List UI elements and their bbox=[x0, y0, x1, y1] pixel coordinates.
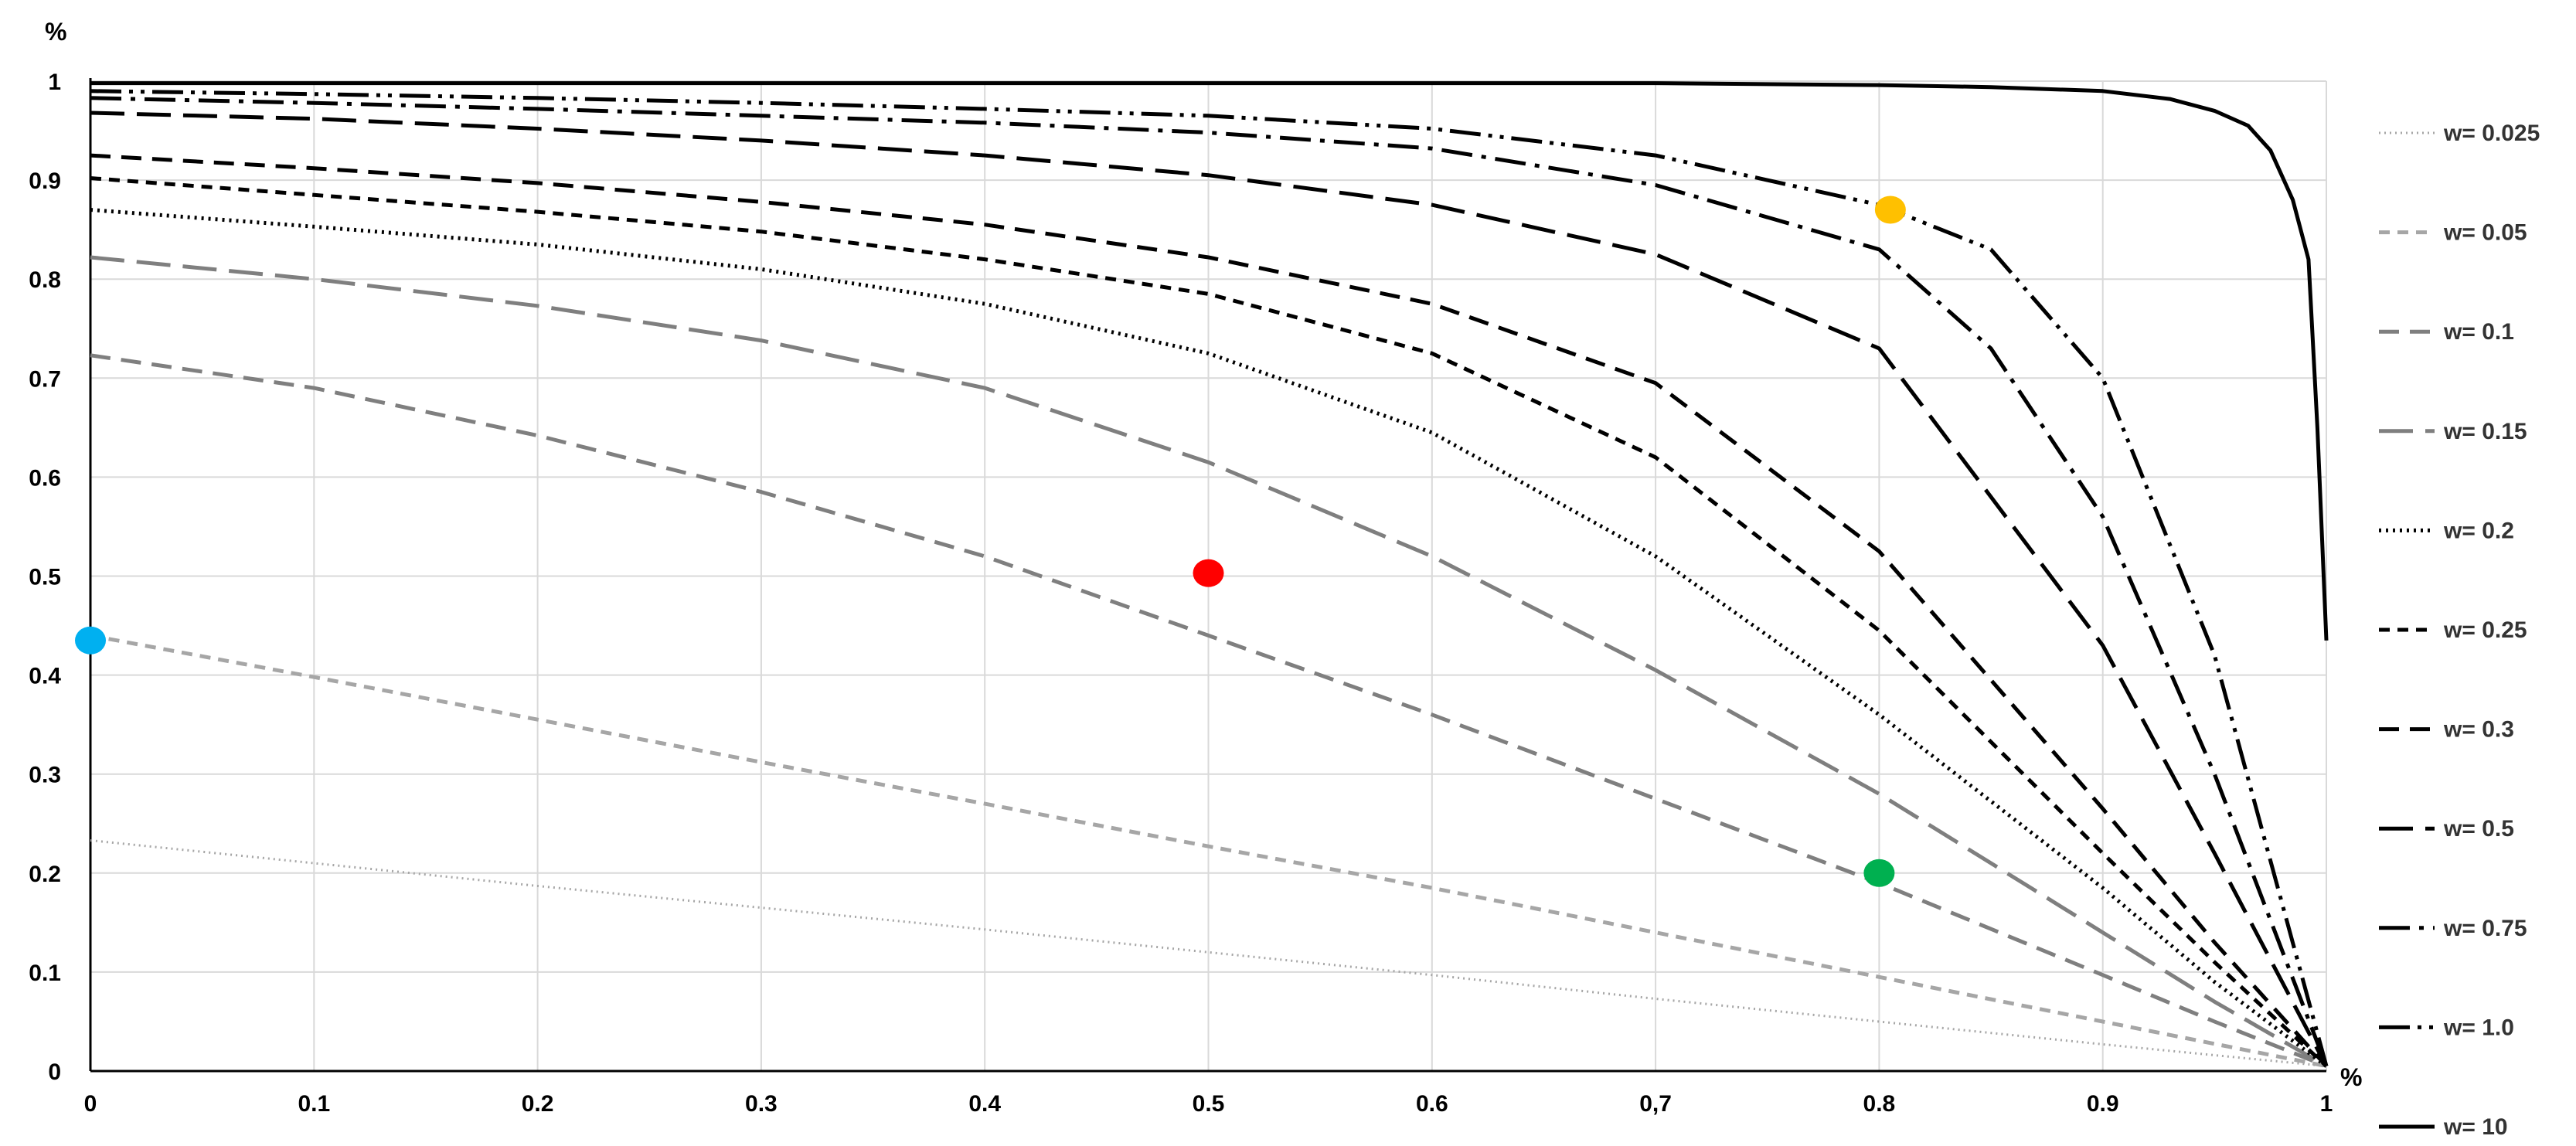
y-axis-label: % bbox=[45, 18, 66, 46]
legend-label-2: w= 0.1 bbox=[2443, 319, 2514, 345]
series-line-2 bbox=[90, 353, 2327, 1068]
y-tick-label-6: 0.6 bbox=[29, 465, 61, 491]
series-line-6 bbox=[90, 153, 2328, 1068]
y-tick-label-9: 0.9 bbox=[29, 168, 61, 194]
y-tick-label-1: 0.1 bbox=[29, 961, 61, 986]
series-line-1 bbox=[90, 633, 2327, 1069]
series-line-5 bbox=[90, 176, 2328, 1068]
series-line-8 bbox=[90, 96, 2329, 1067]
y-tick-label-5: 0.5 bbox=[29, 565, 61, 590]
axes bbox=[89, 78, 2326, 1073]
legend-label-4: w= 0.2 bbox=[2443, 518, 2514, 543]
x-tick-label-4: 0.4 bbox=[968, 1091, 1001, 1117]
legend-label-5: w= 0.25 bbox=[2443, 617, 2527, 643]
blue-point-marker bbox=[75, 626, 106, 655]
x-tick-labels: 0 0.1 0.2 0.3 0.4 0.5 0.6 0,7 0.8 0.9 1 bbox=[84, 1091, 2333, 1117]
x-tick-label-1: 0.1 bbox=[298, 1091, 330, 1117]
x-tick-label-0: 0 bbox=[84, 1091, 97, 1117]
series-line-3 bbox=[90, 255, 2328, 1068]
orange-point-marker bbox=[1874, 196, 1906, 224]
y-tick-label-8: 0.8 bbox=[29, 267, 61, 293]
marker-layer bbox=[75, 196, 1906, 887]
x-tick-label-9: 0.9 bbox=[2087, 1091, 2119, 1117]
x-tick-label-5: 0.5 bbox=[1193, 1091, 1225, 1117]
legend-label-0: w= 0.025 bbox=[2443, 121, 2540, 146]
legend-label-7: w= 0.5 bbox=[2443, 816, 2514, 842]
series-line-7 bbox=[90, 111, 2329, 1067]
y-tick-label-7: 0.7 bbox=[29, 366, 61, 392]
legend-label-10: w= 10 bbox=[2443, 1114, 2508, 1140]
series-line-4 bbox=[90, 208, 2328, 1068]
green-point-marker bbox=[1863, 859, 1895, 887]
x-tick-label-3: 0.3 bbox=[745, 1091, 778, 1117]
y-tick-labels: 0 0.1 0.2 0.3 0.4 0.5 0.6 0.7 0.8 0.9 1 bbox=[29, 70, 61, 1085]
legend: w= 0.025 w= 0.05 w= 0.1 w= 0.15 w= 0.2 w= 0.2… bbox=[2379, 121, 2540, 1140]
series-line-0 bbox=[90, 839, 2327, 1068]
x-tick-label-8: 0.8 bbox=[1863, 1091, 1896, 1117]
series-line-9 bbox=[90, 89, 2329, 1067]
x-tick-label-6: 0.6 bbox=[1416, 1091, 1448, 1117]
x-tick-label-7: 0,7 bbox=[1639, 1091, 1672, 1117]
y-tick-label-3: 0.3 bbox=[29, 763, 61, 788]
legend-label-6: w= 0.3 bbox=[2443, 717, 2514, 743]
series-line-10 bbox=[90, 81, 2329, 641]
y-tick-label-4: 0.4 bbox=[29, 664, 61, 689]
x-tick-label-10: 1 bbox=[2320, 1091, 2333, 1117]
red-point-marker bbox=[1193, 559, 1224, 587]
legend-label-9: w= 1.0 bbox=[2443, 1015, 2514, 1040]
legend-label-1: w= 0.05 bbox=[2443, 220, 2527, 246]
legend-label-3: w= 0.15 bbox=[2443, 419, 2527, 444]
series-layer bbox=[90, 81, 2329, 1069]
x-tick-label-2: 0.2 bbox=[522, 1091, 554, 1117]
x-axis-label: % bbox=[2340, 1063, 2362, 1091]
y-tick-label-0: 0 bbox=[48, 1059, 61, 1085]
legend-label-8: w= 0.75 bbox=[2443, 916, 2527, 941]
y-tick-label-10: 1 bbox=[48, 70, 61, 95]
y-tick-label-2: 0.2 bbox=[29, 862, 61, 887]
